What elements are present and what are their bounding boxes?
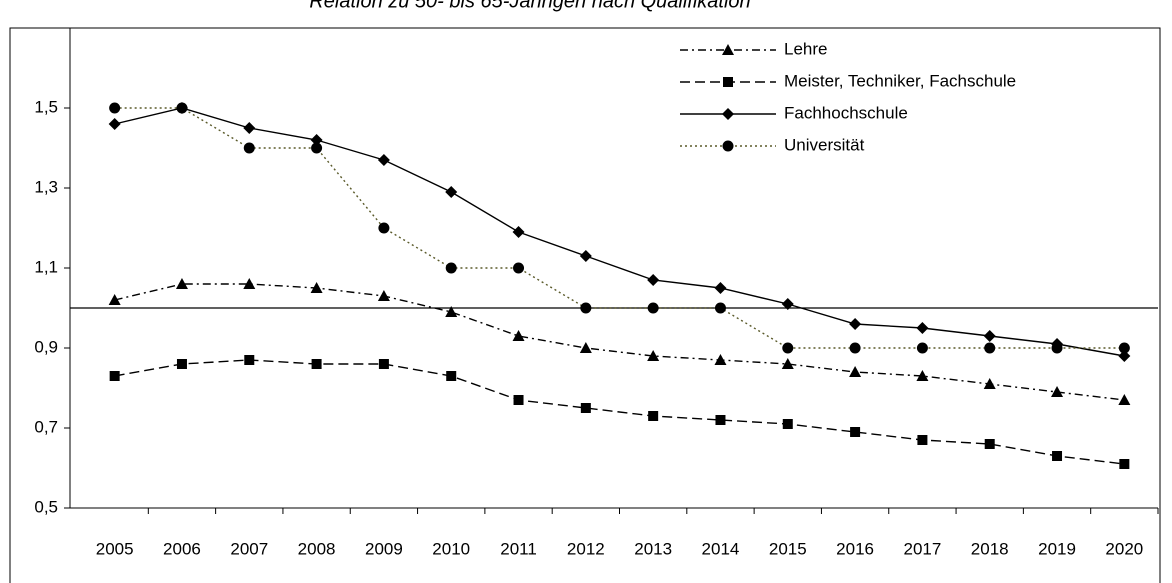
legend-label: Universität <box>784 135 865 154</box>
legend-label: Lehre <box>784 39 827 58</box>
x-tick-label: 2011 <box>500 539 537 558</box>
data-point <box>916 322 929 334</box>
data-point <box>714 282 727 294</box>
data-point <box>714 302 726 314</box>
y-tick-label: 0,9 <box>34 337 58 356</box>
data-point <box>983 330 996 342</box>
data-point <box>513 262 525 274</box>
data-point <box>580 403 591 413</box>
data-point <box>175 278 188 289</box>
data-point <box>849 342 861 354</box>
data-point <box>311 359 322 369</box>
data-point <box>983 378 996 389</box>
data-point <box>782 342 794 354</box>
x-tick-label: 2018 <box>971 539 1009 558</box>
series-line <box>114 359 1125 465</box>
x-tick-label: 2014 <box>702 539 740 558</box>
data-point <box>445 306 458 317</box>
x-tick-label: 2015 <box>769 539 807 558</box>
data-point <box>378 359 389 369</box>
data-point <box>176 102 188 114</box>
legend-label: Fachhochschule <box>784 103 908 122</box>
x-tick-label: 2012 <box>567 539 605 558</box>
x-tick-label: 2007 <box>230 539 268 558</box>
data-point <box>984 439 995 449</box>
data-point <box>310 134 323 146</box>
data-point <box>1119 459 1130 469</box>
data-point <box>782 419 793 429</box>
data-point <box>108 118 121 130</box>
y-tick-label: 0,7 <box>34 417 58 436</box>
legend-marker <box>723 77 733 87</box>
data-point <box>243 278 256 289</box>
data-point <box>176 359 187 369</box>
legend-label: Meister, Techniker, Fachschule <box>784 71 1016 90</box>
data-point <box>715 415 726 425</box>
data-point <box>512 226 525 238</box>
data-point <box>1051 342 1063 354</box>
data-point <box>1052 451 1063 461</box>
data-point <box>108 294 121 305</box>
series-line <box>114 283 1125 401</box>
data-point <box>512 330 525 341</box>
data-point <box>781 298 794 310</box>
x-tick-label: 2016 <box>836 539 874 558</box>
data-point <box>580 302 592 314</box>
legend-marker <box>722 140 734 152</box>
x-tick-label: 2020 <box>1105 539 1143 558</box>
chart-frame <box>9 27 1161 583</box>
x-tick-label: 2005 <box>96 539 134 558</box>
x-tick-label: 2009 <box>365 539 403 558</box>
data-point <box>244 355 255 365</box>
data-point <box>849 318 862 330</box>
data-point <box>445 262 457 274</box>
x-tick-label: 2017 <box>903 539 941 558</box>
data-point <box>377 154 390 166</box>
data-point <box>984 342 996 354</box>
x-tick-label: 2010 <box>432 539 470 558</box>
x-tick-label: 2006 <box>163 539 201 558</box>
data-point <box>850 427 861 437</box>
data-point <box>1118 342 1130 354</box>
x-tick-label: 2019 <box>1038 539 1076 558</box>
data-point <box>378 222 390 234</box>
data-point <box>377 290 390 301</box>
data-point <box>310 282 323 293</box>
data-point <box>1118 350 1131 362</box>
x-tick-label: 2008 <box>298 539 336 558</box>
y-tick-label: 0,5 <box>34 497 58 516</box>
data-point <box>446 371 457 381</box>
data-point <box>849 366 862 377</box>
series-line <box>114 107 1125 349</box>
chart-title: Relation zu 50- bis 65-Jährigen nach Qua… <box>309 0 750 12</box>
data-point <box>445 186 458 198</box>
data-point <box>513 395 524 405</box>
x-tick-label: 2013 <box>634 539 672 558</box>
data-point <box>647 274 660 286</box>
data-point <box>579 250 592 262</box>
data-point <box>579 342 592 353</box>
data-point <box>781 358 794 369</box>
y-tick-label: 1,3 <box>34 177 58 196</box>
series-line <box>114 107 1125 357</box>
data-point <box>243 142 255 154</box>
data-point <box>916 370 929 381</box>
data-point <box>311 142 323 154</box>
legend-marker <box>722 108 734 120</box>
y-tick-label: 1,5 <box>34 97 58 116</box>
data-point <box>243 122 256 134</box>
data-point <box>916 342 928 354</box>
data-point <box>109 102 121 114</box>
data-point <box>1051 386 1064 397</box>
data-point <box>1118 394 1131 405</box>
data-point <box>648 411 659 421</box>
data-point <box>109 371 120 381</box>
data-point <box>917 435 928 445</box>
legend-marker <box>722 44 734 55</box>
data-point <box>714 354 727 365</box>
data-point <box>647 350 660 361</box>
y-tick-label: 1,1 <box>34 257 58 276</box>
data-point <box>647 302 659 314</box>
